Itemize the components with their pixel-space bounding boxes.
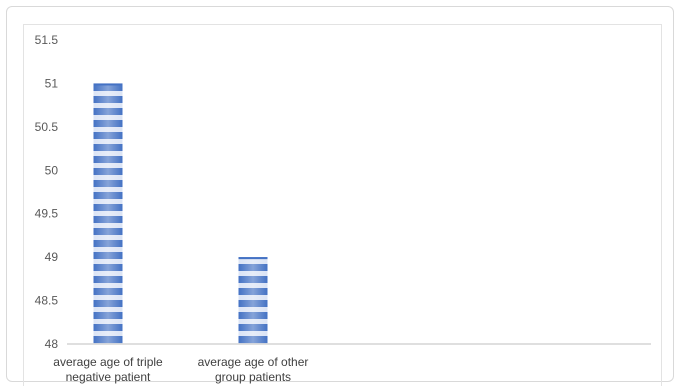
x-category-label-line: average age of other	[198, 355, 309, 369]
y-tick-label: 48.5	[35, 294, 59, 308]
y-axis: 48 48.5 49 49.5 50 50.5 51 51.5	[35, 33, 59, 351]
y-tick-label: 51	[45, 76, 59, 90]
y-tick-label: 49.5	[35, 207, 59, 221]
bar-highlight	[238, 257, 268, 344]
y-tick-label: 49	[45, 250, 59, 264]
x-category-label-line: negative patient	[66, 370, 151, 384]
bars	[93, 83, 268, 344]
plot-area-border	[23, 24, 662, 386]
x-axis-labels: average age of triple negative patientave…	[53, 355, 308, 384]
y-tick-label: 50	[45, 163, 59, 177]
bar-top-edge	[93, 83, 123, 86]
x-category-label-line: group patients	[215, 370, 291, 384]
y-tick-label: 50.5	[35, 120, 59, 134]
bar-highlight	[93, 83, 123, 344]
bar-top-edge	[238, 257, 268, 260]
y-tick-label: 51.5	[35, 33, 59, 47]
x-category-label-line: average age of triple	[53, 355, 163, 369]
y-tick-label: 48	[45, 337, 59, 351]
x-category-label: average age of other group patients	[198, 355, 309, 384]
x-category-label: average age of triple negative patient	[53, 355, 163, 384]
